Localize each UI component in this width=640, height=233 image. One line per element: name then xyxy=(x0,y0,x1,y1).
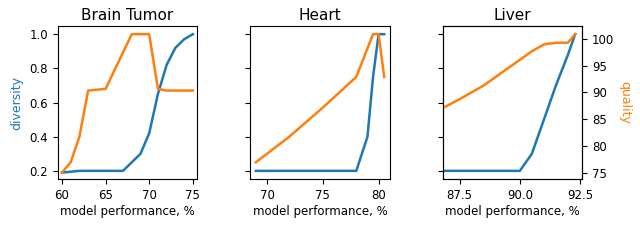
X-axis label: model performance, %: model performance, % xyxy=(253,205,387,218)
Title: Brain Tumor: Brain Tumor xyxy=(81,8,173,23)
Title: Heart: Heart xyxy=(299,8,341,23)
Title: Liver: Liver xyxy=(494,8,531,23)
Y-axis label: quality: quality xyxy=(618,81,631,124)
X-axis label: model performance, %: model performance, % xyxy=(445,205,580,218)
X-axis label: model performance, %: model performance, % xyxy=(60,205,195,218)
Y-axis label: diversity: diversity xyxy=(11,75,24,130)
